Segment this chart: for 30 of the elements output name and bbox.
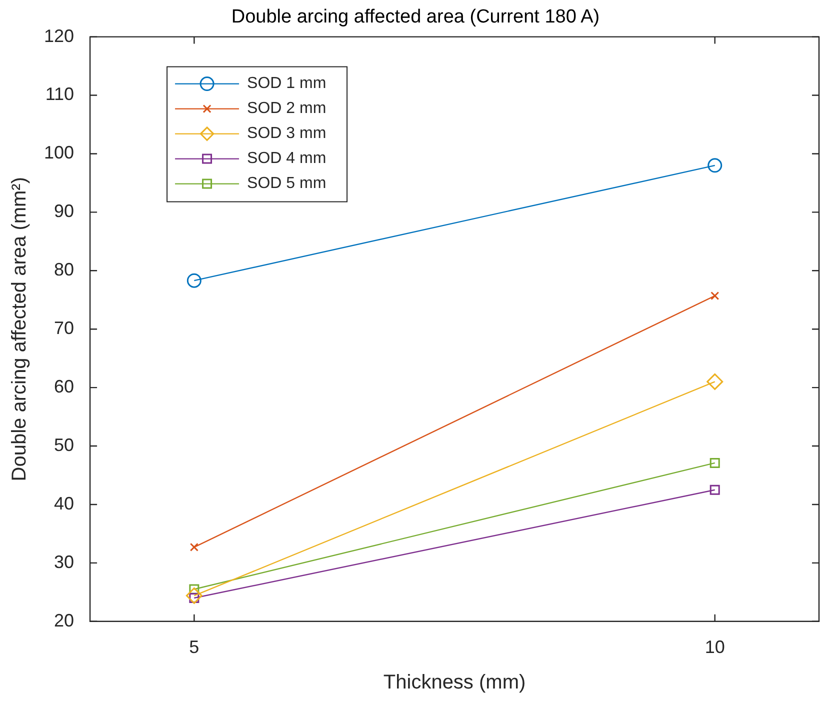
point bbox=[706, 373, 724, 390]
x-tick-label: 10 bbox=[704, 637, 725, 658]
y-tick-label: 60 bbox=[54, 376, 74, 397]
y-tick-label: 90 bbox=[54, 201, 74, 222]
point bbox=[186, 587, 202, 604]
legend-label: SOD 3 mm bbox=[247, 125, 326, 142]
legend-label: SOD 4 mm bbox=[247, 150, 326, 168]
point bbox=[708, 158, 722, 173]
point bbox=[710, 484, 720, 495]
point bbox=[710, 291, 720, 300]
y-axis-title: Double arcing affected area (mm²) bbox=[8, 176, 31, 482]
y-tick-label: 100 bbox=[44, 142, 74, 163]
y-tick-label: 20 bbox=[54, 610, 74, 630]
y-tick-label: 30 bbox=[54, 552, 74, 572]
y-tick-label: 70 bbox=[54, 318, 74, 338]
x-tick-label: 5 bbox=[189, 637, 200, 658]
y-tick-label: 120 bbox=[44, 26, 74, 46]
chart-title: Double arcing affected area (Current 180 A) bbox=[231, 6, 600, 28]
point bbox=[186, 273, 202, 288]
legend-label: SOD 2 mm bbox=[247, 100, 326, 118]
y-tick-label: 40 bbox=[54, 493, 74, 514]
y-tick-label: 50 bbox=[54, 434, 74, 455]
point bbox=[190, 542, 198, 552]
legend-label: SOD 5 mm bbox=[247, 175, 326, 192]
y-tick-label: 110 bbox=[45, 84, 74, 104]
x-axis-title: Thickness (mm) bbox=[383, 672, 526, 694]
point bbox=[710, 458, 720, 468]
legend-label: SOD 1 mm bbox=[247, 75, 326, 92]
y-tick-label: 80 bbox=[54, 260, 74, 280]
point bbox=[189, 584, 200, 594]
